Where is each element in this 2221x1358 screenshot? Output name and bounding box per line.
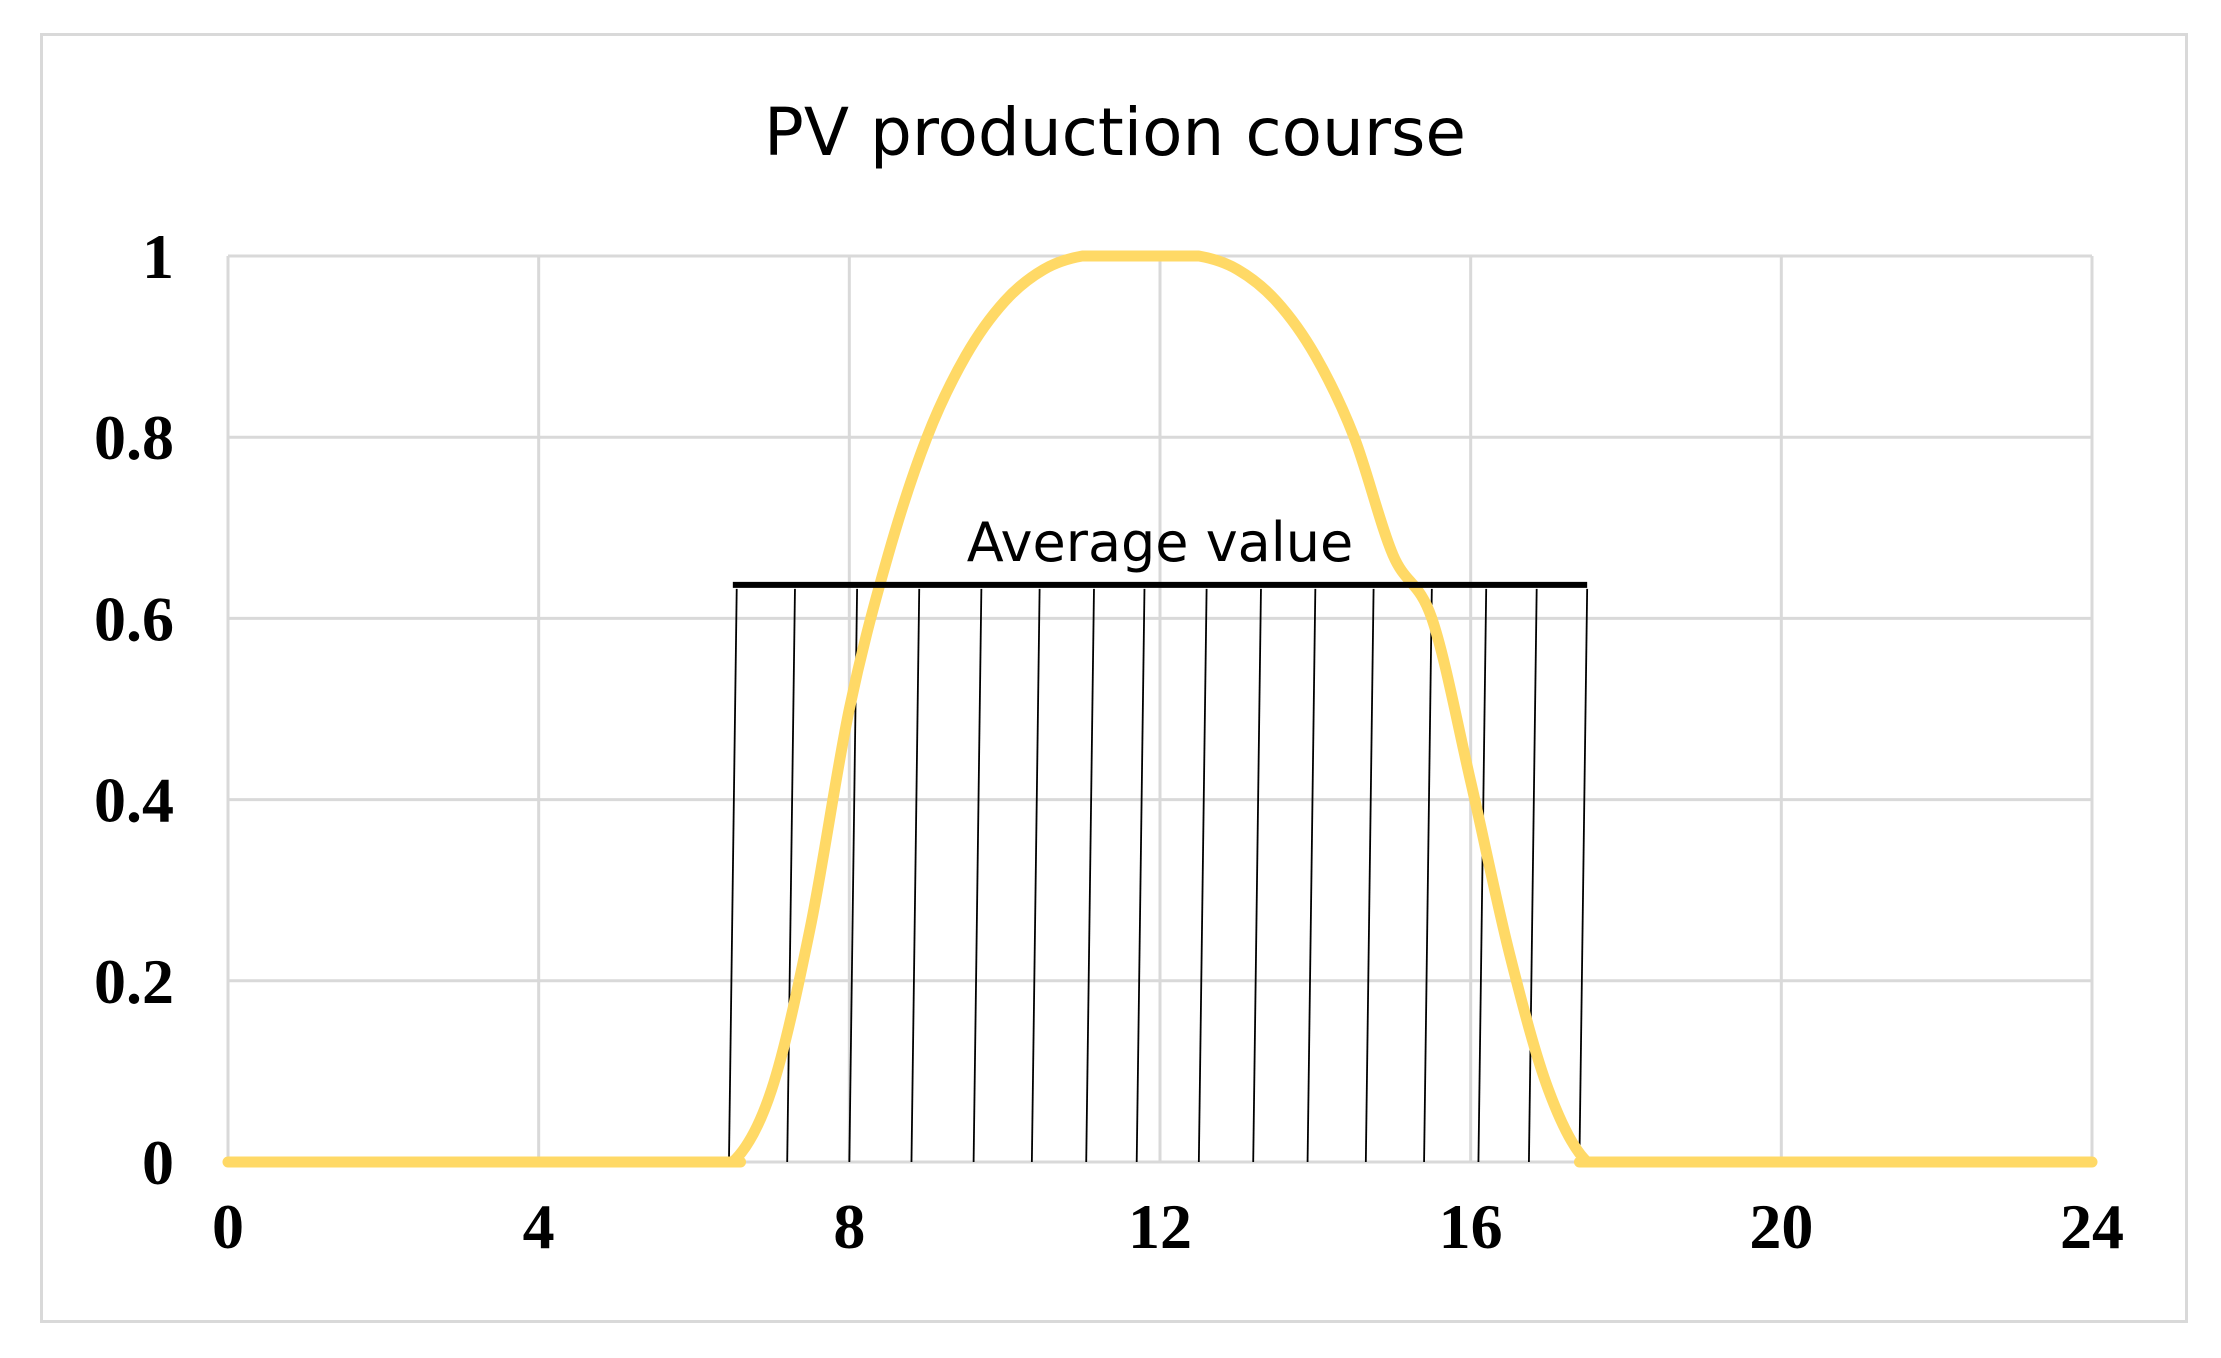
hatch-line-12 [1423,588,1433,1163]
x-tick-label-1: 4 [523,1191,555,1262]
hatch-line-14 [1528,588,1538,1163]
x-tick-label-5: 20 [1749,1191,1813,1262]
x-tick-label-4: 16 [1439,1191,1503,1262]
hatch-line-10 [1306,588,1317,1163]
y-tick-label-5: 1 [142,221,174,292]
hatch-line-15 [1578,588,1589,1163]
hatch-line-8 [1197,588,1208,1163]
chart-frame [40,33,2188,1323]
y-tick-label-2: 0.4 [94,765,174,836]
x-tick-label-3: 12 [1128,1191,1192,1262]
y-tick-label-4: 0.8 [94,402,174,473]
average-hatching [728,588,1589,1163]
hatch-line-4 [972,588,983,1163]
hatch-line-7 [1135,588,1146,1163]
x-axis-ticks: 0 4 8 12 16 20 24 [212,1191,2124,1262]
average-layer: Average value [732,511,1588,588]
x-tick-label-2: 8 [833,1191,865,1262]
hatch-line-0 [728,588,738,1163]
hatch-line-5 [1030,588,1041,1163]
series-layer [222,250,2098,1168]
y-tick-label-1: 0.2 [94,946,174,1017]
hatch-line-11 [1364,588,1375,1163]
hatch-line-1 [786,588,796,1163]
hatch-line-13 [1477,588,1488,1163]
series-line-0 [222,250,2098,1168]
y-tick-label-3: 0.6 [94,583,174,654]
hatch-line-9 [1252,588,1262,1163]
x-tick-label-0: 0 [212,1191,244,1262]
chart-title: PV production course [764,94,1466,171]
y-tick-label-0: 0 [142,1127,174,1198]
average-label: Average value [967,511,1353,574]
gridlines [226,254,2094,1164]
hatch-line-6 [1085,588,1095,1163]
x-tick-label-6: 24 [2060,1191,2124,1262]
y-axis-ticks: 0 0.2 0.4 0.6 0.8 1 [94,221,174,1198]
hatch-line-3 [910,588,921,1163]
